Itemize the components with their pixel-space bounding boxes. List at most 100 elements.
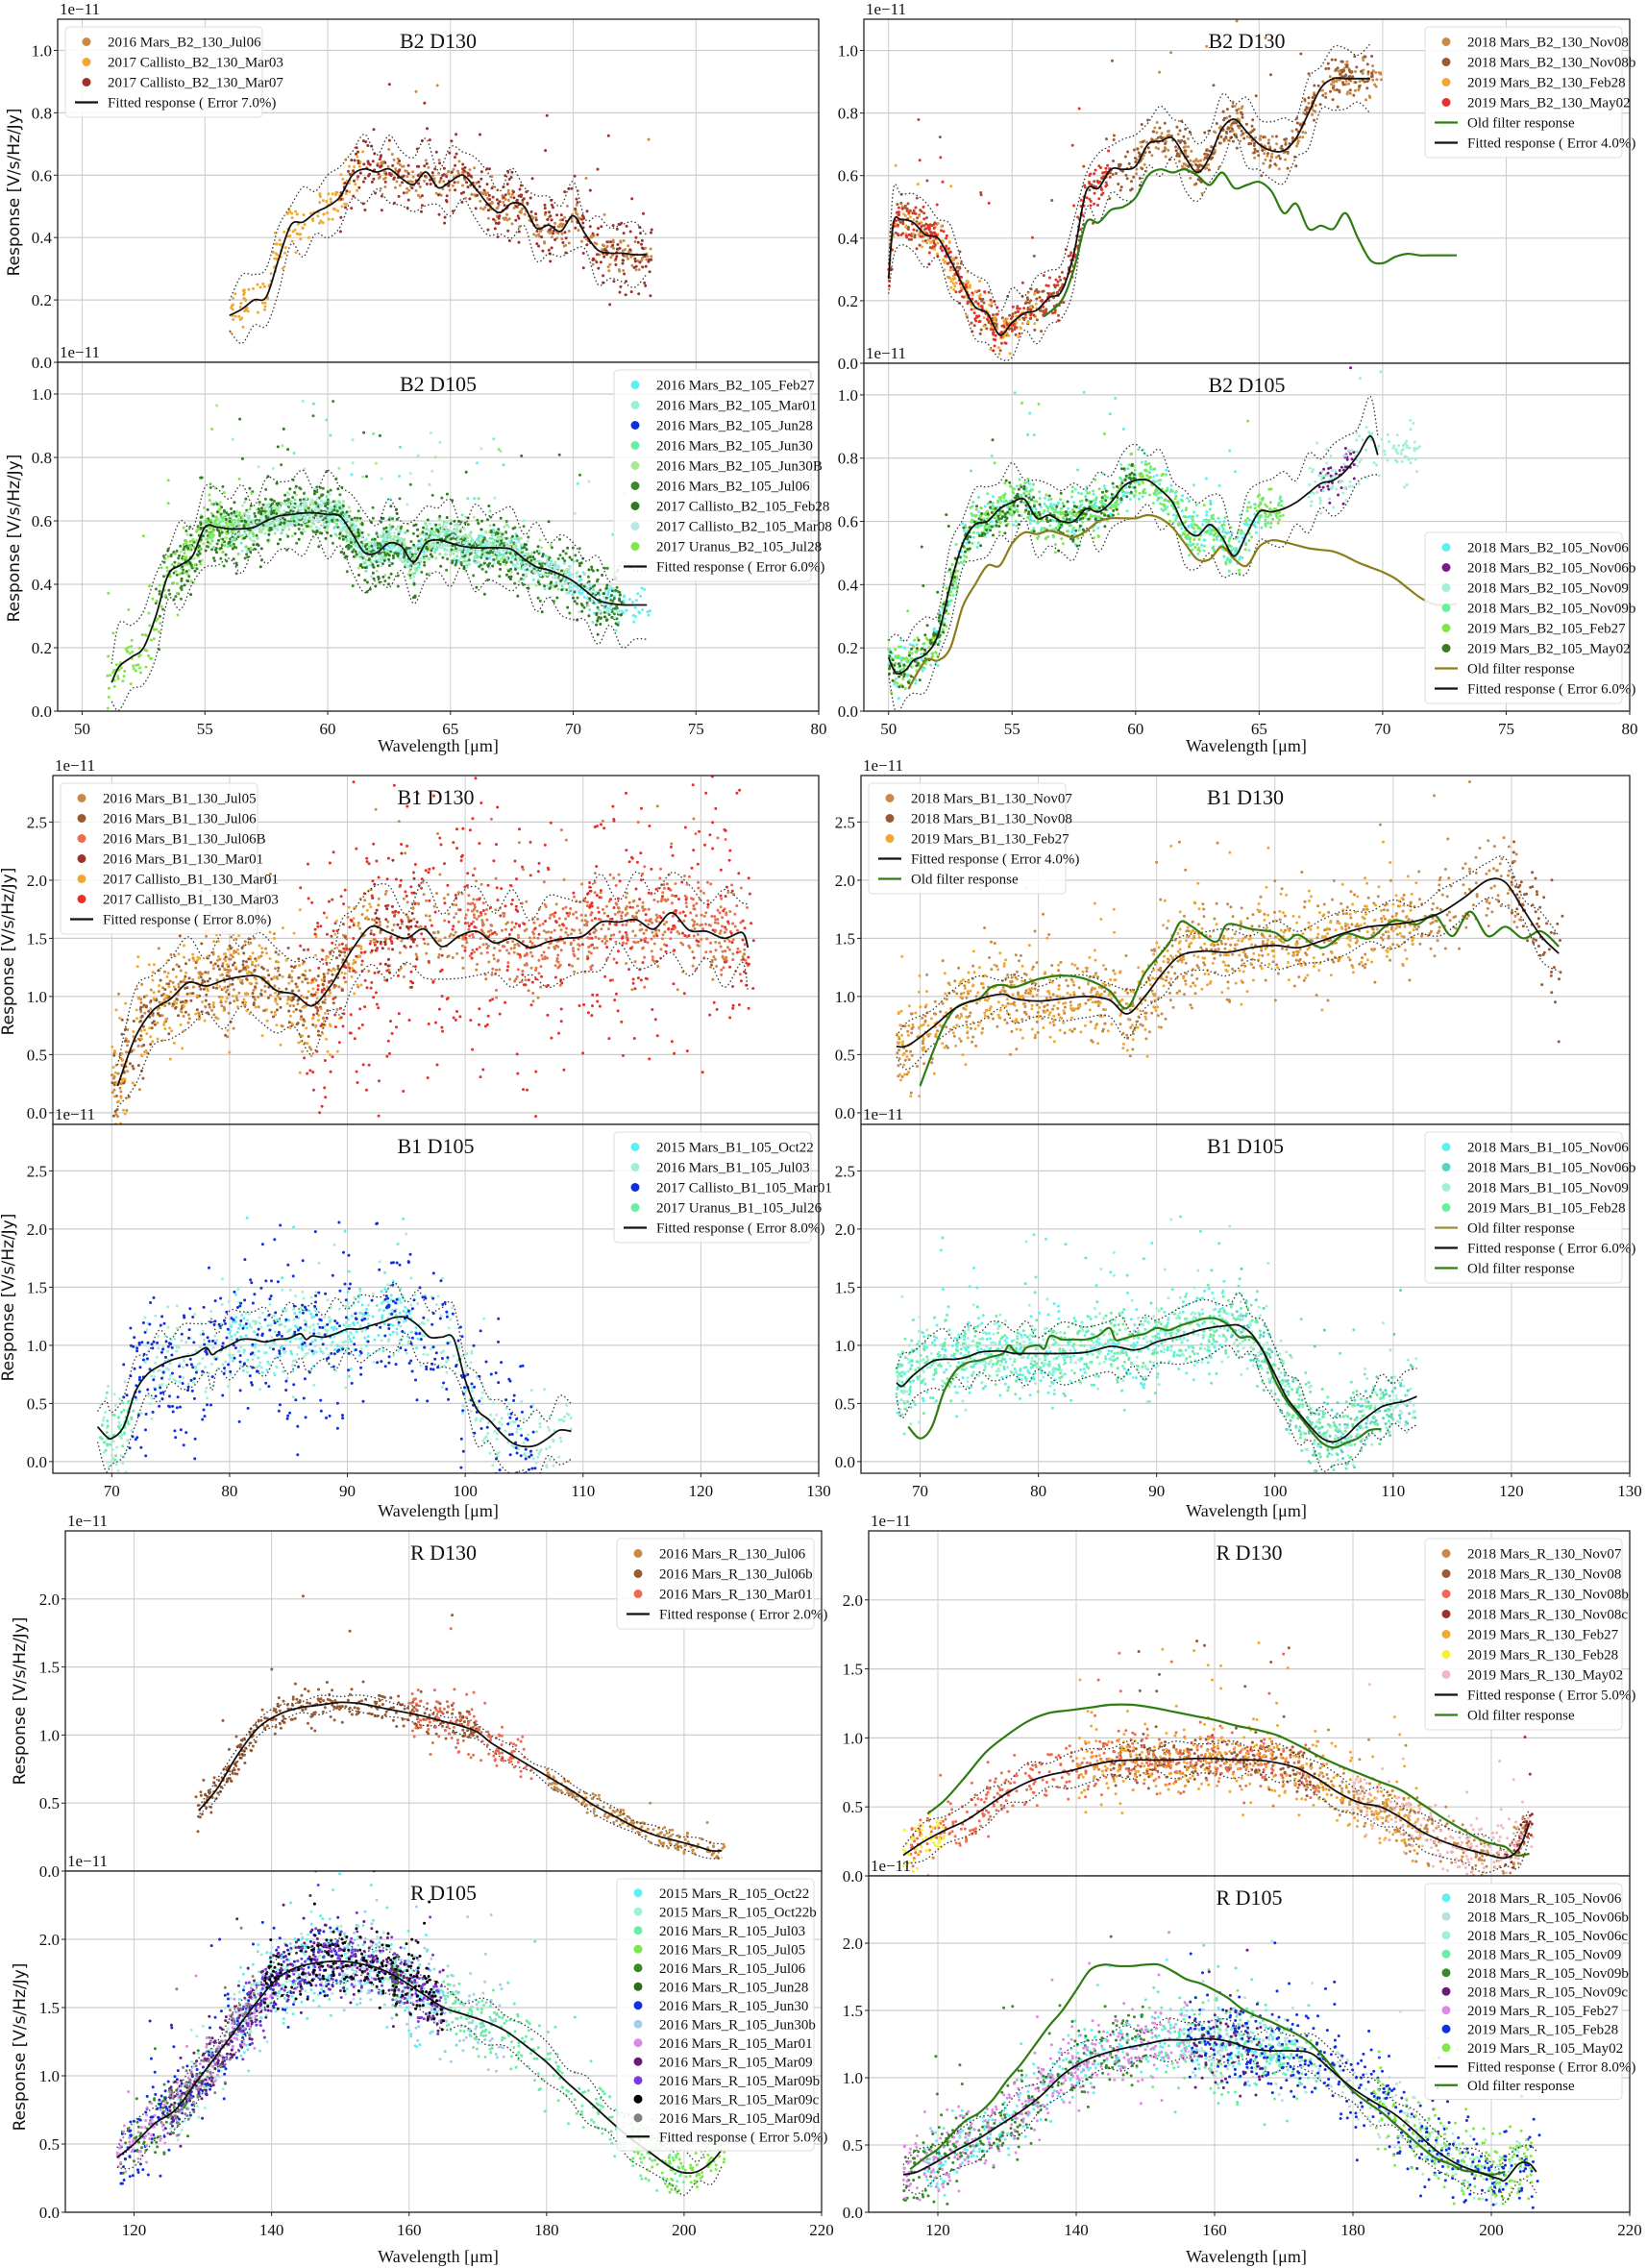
data-point bbox=[368, 557, 371, 561]
data-point bbox=[358, 564, 362, 567]
data-point bbox=[901, 222, 905, 226]
data-point bbox=[370, 555, 374, 558]
data-point bbox=[1209, 157, 1213, 160]
data-point bbox=[396, 525, 400, 529]
data-point bbox=[1150, 154, 1154, 158]
data-point bbox=[410, 186, 414, 190]
data-point bbox=[633, 257, 637, 260]
data-point bbox=[369, 563, 372, 567]
data-point bbox=[244, 497, 248, 501]
data-point bbox=[479, 133, 481, 136]
legend-entry: Old filter response bbox=[1435, 116, 1575, 132]
data-point bbox=[510, 534, 514, 538]
data-point bbox=[469, 530, 473, 534]
legend-entry: 2017 Callisto_B2_130_Mar07 bbox=[82, 76, 283, 91]
data-point bbox=[535, 550, 539, 554]
data-point bbox=[445, 175, 449, 179]
data-point bbox=[641, 265, 645, 269]
data-point bbox=[999, 331, 1003, 334]
data-point bbox=[1101, 171, 1105, 175]
data-point bbox=[954, 281, 958, 284]
data-point bbox=[1296, 139, 1300, 143]
data-point bbox=[941, 180, 945, 184]
data-point bbox=[544, 210, 548, 214]
data-point bbox=[538, 562, 542, 566]
data-point bbox=[356, 188, 359, 192]
data-point bbox=[355, 553, 358, 556]
data-point bbox=[640, 238, 644, 242]
data-point bbox=[517, 566, 520, 570]
data-point bbox=[252, 521, 256, 525]
data-point bbox=[266, 512, 270, 516]
data-point bbox=[437, 530, 440, 533]
data-point bbox=[445, 521, 449, 525]
data-point bbox=[954, 256, 958, 259]
data-point bbox=[361, 150, 365, 154]
data-point bbox=[292, 452, 296, 455]
data-point bbox=[1029, 308, 1033, 311]
data-point bbox=[619, 613, 623, 617]
data-point bbox=[456, 169, 460, 173]
data-point bbox=[541, 553, 545, 556]
data-point bbox=[331, 519, 334, 523]
data-point bbox=[1072, 204, 1076, 208]
data-point bbox=[958, 266, 962, 270]
data-point bbox=[408, 574, 412, 578]
data-point bbox=[593, 241, 597, 245]
data-point bbox=[455, 555, 459, 558]
data-point bbox=[420, 537, 423, 541]
data-point bbox=[1141, 167, 1144, 171]
data-point bbox=[527, 583, 530, 587]
data-point bbox=[492, 553, 496, 556]
data-point bbox=[363, 209, 367, 211]
data-point bbox=[1357, 88, 1361, 92]
data-point bbox=[462, 169, 466, 173]
data-point bbox=[636, 592, 640, 596]
legend-label: 2017 Callisto_B2_130_Mar07 bbox=[108, 76, 283, 91]
data-point bbox=[1005, 323, 1009, 326]
data-point bbox=[311, 530, 315, 533]
data-point bbox=[1046, 284, 1050, 287]
data-point bbox=[276, 445, 280, 449]
data-point bbox=[281, 266, 284, 270]
data-point bbox=[450, 170, 454, 174]
data-point bbox=[519, 536, 523, 540]
data-point bbox=[461, 162, 465, 166]
data-point bbox=[627, 244, 630, 248]
data-point bbox=[1235, 19, 1239, 23]
data-point bbox=[643, 587, 647, 591]
data-point bbox=[534, 218, 538, 222]
data-point bbox=[895, 219, 897, 223]
data-point bbox=[596, 632, 600, 636]
y-tick-label: 0.8 bbox=[838, 105, 858, 123]
data-point bbox=[199, 527, 203, 530]
data-point bbox=[1230, 122, 1234, 126]
data-point bbox=[1133, 157, 1137, 160]
data-point bbox=[199, 516, 203, 519]
data-point bbox=[399, 552, 403, 555]
data-point bbox=[392, 177, 396, 181]
data-point bbox=[1261, 149, 1265, 153]
data-point bbox=[459, 556, 463, 560]
data-point bbox=[293, 491, 297, 494]
data-point bbox=[233, 501, 236, 505]
data-point bbox=[475, 193, 479, 197]
data-point bbox=[516, 214, 520, 218]
data-point bbox=[650, 228, 653, 232]
data-point bbox=[466, 523, 470, 527]
data-point bbox=[527, 552, 530, 555]
data-point bbox=[311, 217, 314, 221]
data-point bbox=[227, 513, 231, 516]
legend-marker bbox=[82, 78, 91, 86]
data-point bbox=[538, 538, 542, 542]
data-point bbox=[479, 207, 482, 210]
data-point bbox=[1182, 161, 1186, 165]
data-point bbox=[620, 601, 624, 604]
data-point bbox=[392, 158, 396, 161]
data-point bbox=[573, 590, 577, 594]
data-point bbox=[644, 264, 648, 268]
data-point bbox=[391, 517, 394, 521]
data-point bbox=[435, 84, 439, 87]
data-point bbox=[580, 214, 584, 217]
